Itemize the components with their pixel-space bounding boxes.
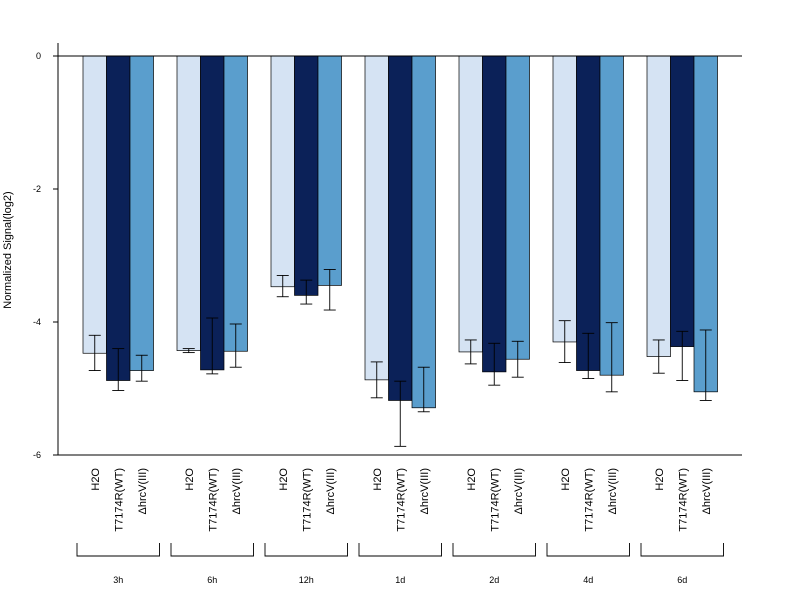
group-bracket — [452, 543, 536, 557]
bar-4d-1 — [552, 55, 577, 343]
bar-label: T7174R(WT) — [583, 468, 595, 532]
bar-2d-2 — [482, 55, 507, 373]
bar-label: H2O — [184, 468, 196, 491]
error-bar-2d-3 — [511, 340, 524, 378]
bar-12h-3 — [317, 55, 342, 286]
bar-label: H2O — [90, 468, 102, 491]
bar-label: H2O — [654, 468, 666, 491]
error-bar-2d-2 — [488, 342, 501, 386]
bar-label: T7174R(WT) — [207, 468, 219, 532]
bar-label: ΔhrcV(III) — [137, 468, 149, 514]
error-bar-6h-2 — [206, 317, 219, 375]
group-bracket — [264, 543, 348, 557]
bar-label: T7174R(WT) — [489, 468, 501, 532]
bar-label: ΔhrcV(III) — [231, 468, 243, 514]
group-bracket — [640, 543, 724, 557]
bar-1d-2 — [388, 55, 413, 401]
bar-label: ΔhrcV(III) — [701, 468, 713, 514]
group-label: 4d — [583, 575, 593, 585]
group-label: 2d — [489, 575, 499, 585]
bar-2d-1 — [458, 55, 483, 353]
error-bar-3h-2 — [112, 348, 125, 391]
bar-1d-3 — [411, 55, 436, 409]
error-bar-3h-3 — [135, 354, 148, 382]
bar-3h-2 — [106, 55, 131, 381]
y-tick-label: -6 — [33, 450, 41, 460]
bar-6h-3 — [223, 55, 248, 352]
error-bar-2d-1 — [464, 339, 477, 365]
error-bar-6d-2 — [676, 330, 689, 381]
bar-label: ΔhrcV(III) — [325, 468, 337, 514]
y-tick-label: -2 — [33, 184, 41, 194]
y-axis-title: Normalized Signal(log2) — [2, 191, 14, 308]
error-bar-1d-1 — [370, 361, 383, 399]
group-label: 6d — [677, 575, 687, 585]
bar-6h-1 — [176, 55, 201, 351]
bar-label: H2O — [372, 468, 384, 491]
bar-6d-2 — [670, 55, 695, 347]
group-label: 6h — [207, 575, 217, 585]
bar-label: H2O — [560, 468, 572, 491]
bar-label: T7174R(WT) — [113, 468, 125, 532]
error-bar-4d-1 — [558, 320, 571, 364]
bar-3h-3 — [129, 55, 154, 371]
error-bar-12h-1 — [276, 275, 289, 298]
label-layer: H2O T7174R(WT) ΔhrcV(III) 3h H2O T7174R(WT) Δh… — [76, 468, 724, 585]
bar-label: T7174R(WT) — [395, 468, 407, 532]
bar-1d-1 — [364, 55, 389, 381]
error-bar-6d-1 — [652, 339, 665, 374]
group-bracket — [170, 543, 254, 557]
error-bar-4d-2 — [582, 332, 595, 379]
y-tick-label: 0 — [36, 51, 41, 61]
bar-label: H2O — [278, 468, 290, 491]
error-bar-12h-3 — [323, 269, 336, 311]
group-bracket — [76, 543, 160, 557]
group-bracket — [546, 543, 630, 557]
error-bar-6h-3 — [229, 323, 242, 368]
bar-label: H2O — [466, 468, 478, 491]
group-label: 12h — [299, 575, 314, 585]
bar-label: T7174R(WT) — [301, 468, 313, 532]
bar-label: ΔhrcV(III) — [513, 468, 525, 514]
error-bar-3h-1 — [88, 334, 101, 371]
error-bar-6d-3 — [699, 329, 712, 401]
error-bar-1d-3 — [417, 366, 430, 413]
group-label: 1d — [395, 575, 405, 585]
bar-6d-1 — [646, 55, 671, 357]
error-bar-4d-3 — [605, 322, 618, 393]
error-bar-1d-2 — [394, 380, 407, 447]
axis-layer: 0 -2 -4 -6 — [33, 43, 742, 460]
group-bracket — [358, 543, 442, 557]
y-tick-label: -4 — [33, 317, 41, 327]
bar-label: ΔhrcV(III) — [607, 468, 619, 514]
error-bar-6h-1 — [182, 348, 195, 354]
bars-layer — [82, 55, 718, 447]
bar-12h-2 — [294, 55, 319, 296]
bar-label: T7174R(WT) — [677, 468, 689, 532]
bar-4d-2 — [576, 55, 601, 371]
group-label: 3h — [113, 575, 123, 585]
bar-label: ΔhrcV(III) — [419, 468, 431, 514]
error-bar-12h-2 — [300, 279, 313, 305]
bar-2d-3 — [505, 55, 530, 360]
bar-3h-1 — [82, 55, 107, 354]
bar-12h-1 — [270, 55, 295, 288]
